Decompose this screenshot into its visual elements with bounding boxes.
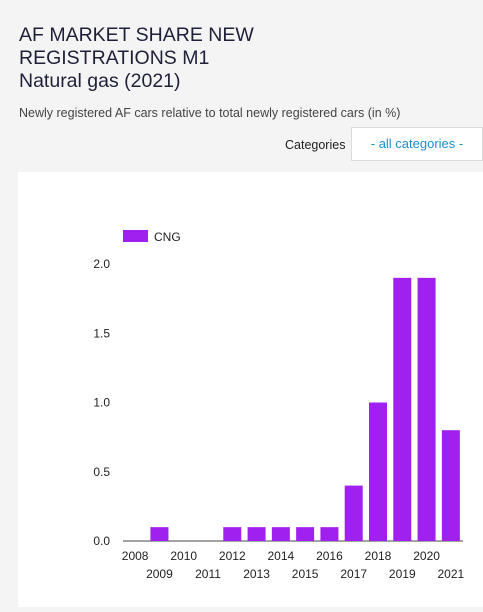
x-tick-label: 2014 [268, 549, 295, 563]
y-tick-label: 0.5 [93, 465, 110, 479]
x-tick-label: 2015 [292, 567, 319, 581]
categories-label: Categories [285, 138, 346, 152]
x-tick-label: 2009 [146, 567, 173, 581]
title-line-3: Natural gas (2021) [19, 70, 181, 92]
chart-subtitle: Newly registered AF cars relative to tot… [19, 106, 401, 120]
bar-2017 [344, 485, 363, 541]
bar-2014 [271, 527, 290, 541]
categories-select[interactable]: - all categories - [351, 127, 483, 161]
bar-2012 [223, 527, 242, 541]
x-tick-label: 2020 [413, 549, 440, 563]
bar-2018 [369, 402, 387, 541]
bar-2015 [296, 527, 315, 541]
y-tick-label: 0.0 [93, 534, 110, 548]
x-tick-label: 2011 [195, 567, 221, 581]
bar-2009 [150, 527, 169, 541]
x-tick-label: 2008 [122, 549, 149, 563]
title-line-2: REGISTRATIONS M1 [19, 47, 210, 69]
x-tick-label: 2016 [316, 549, 343, 563]
x-tick-label: 2018 [365, 549, 392, 563]
x-tick-label: 2017 [340, 567, 367, 581]
x-tick-label: 2021 [438, 567, 465, 581]
y-tick-label: 1.5 [93, 326, 110, 340]
bar-2019 [393, 277, 412, 541]
x-tick-label: 2012 [219, 549, 246, 563]
bar-2016 [320, 527, 339, 541]
title-line-1: AF MARKET SHARE NEW [19, 24, 254, 46]
bar-2020 [417, 277, 436, 541]
legend-swatch-cng [123, 230, 148, 242]
x-tick-label: 2010 [170, 549, 197, 563]
bar-2013 [247, 527, 266, 541]
legend-label-cng: CNG [154, 230, 181, 244]
x-tick-label: 2013 [243, 567, 270, 581]
page-title: AF MARKET SHARE NEW REGISTRATIONS M1 Nat… [19, 24, 254, 93]
bar-2021 [441, 430, 460, 541]
y-tick-label: 1.0 [93, 396, 110, 410]
x-tick-label: 2019 [389, 567, 416, 581]
y-tick-label: 2.0 [93, 257, 110, 271]
